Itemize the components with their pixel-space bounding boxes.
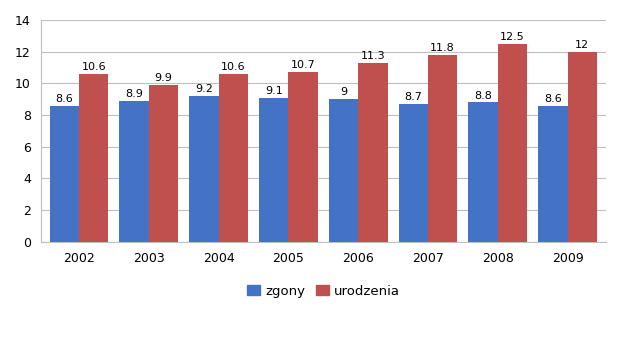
Text: 10.6: 10.6 [81,62,106,72]
Text: 12: 12 [575,40,589,50]
Text: 9.1: 9.1 [265,86,283,96]
Legend: zgony, urodzenia: zgony, urodzenia [243,281,404,302]
Text: 10.7: 10.7 [291,60,315,70]
Bar [399,104,428,242]
Text: 8.6: 8.6 [544,94,562,104]
Text: 11.8: 11.8 [430,43,455,53]
Bar [329,99,358,242]
Bar [119,101,149,242]
Bar [259,98,288,242]
Bar [498,44,527,242]
Bar [568,52,597,242]
Bar [149,85,178,242]
Text: 8.7: 8.7 [404,92,422,102]
Bar [428,55,457,242]
Text: 11.3: 11.3 [361,51,385,61]
Bar [79,74,108,242]
Text: 9.2: 9.2 [195,84,213,94]
Text: 9.9: 9.9 [155,73,173,83]
Text: 9: 9 [340,87,347,97]
Bar [288,72,318,242]
Text: 8.8: 8.8 [474,90,492,101]
Text: 10.6: 10.6 [221,62,245,72]
Text: 12.5: 12.5 [500,32,525,42]
Bar [468,102,498,242]
Bar [358,63,388,242]
Bar [219,74,248,242]
Text: 8.9: 8.9 [125,89,143,99]
Text: 8.6: 8.6 [55,94,73,104]
Bar [50,106,79,242]
Bar [538,106,568,242]
Bar [189,96,219,242]
